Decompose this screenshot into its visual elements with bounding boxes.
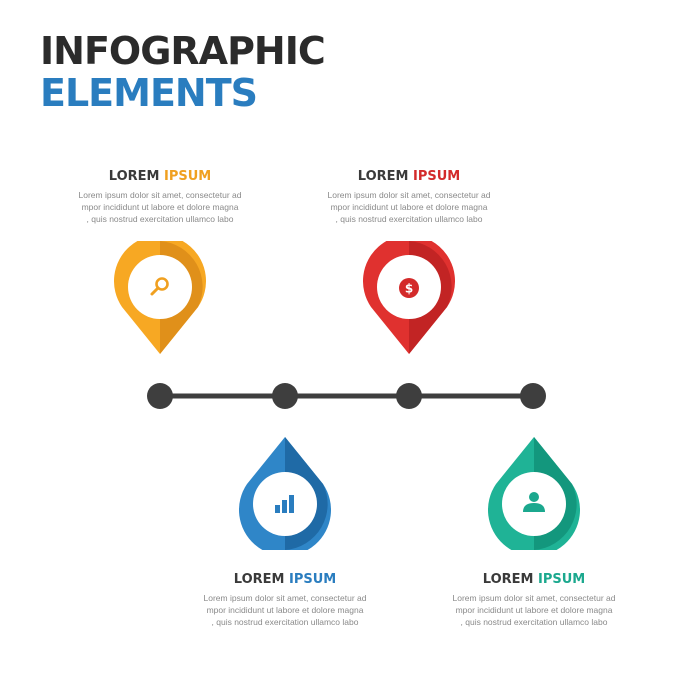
timeline-node-3 <box>396 383 422 409</box>
timeline-node-1 <box>147 383 173 409</box>
item-4-heading-accent: IPSUM <box>538 572 586 587</box>
item-3-body-line-1: Lorem ipsum dolor sit amet, consectetur … <box>203 593 367 603</box>
pin-2: $ <box>363 241 455 354</box>
item-3-heading-accent: IPSUM <box>289 572 337 587</box>
dollar-sign: $ <box>405 282 413 296</box>
timeline-node-4 <box>520 383 546 409</box>
pin-4 <box>488 437 580 550</box>
item-3-body: Lorem ipsum dolor sit amet, consectetur … <box>185 592 385 628</box>
item-4: LOREM IPSUM Lorem ipsum dolor sit amet, … <box>434 572 634 628</box>
item-2-body-line-1: Lorem ipsum dolor sit amet, consectetur … <box>327 190 491 200</box>
item-1-body-line-2: mpor incididunt ut labore et dolore magn… <box>81 202 239 212</box>
item-1: LOREM IPSUM Lorem ipsum dolor sit amet, … <box>60 169 260 225</box>
item-3-heading-dark: LOREM <box>233 572 289 587</box>
item-2-body-line-3: , quis nostrud exercitation ullamco labo <box>335 214 483 224</box>
title-line-2: ELEMENTS <box>40 71 258 115</box>
item-2-heading: LOREM IPSUM <box>309 169 509 185</box>
item-4-body-line-1: Lorem ipsum dolor sit amet, consectetur … <box>452 593 616 603</box>
pin-3 <box>239 437 331 550</box>
magnifier-icon <box>150 277 169 296</box>
item-1-heading: LOREM IPSUM <box>60 169 260 185</box>
item-2-body-line-2: mpor incididunt ut labore et dolore magn… <box>330 202 488 212</box>
item-4-body-line-2: mpor incididunt ut labore et dolore magn… <box>455 605 613 615</box>
bar-chart-icon <box>275 495 294 513</box>
page-title: INFOGRAPHIC ELEMENTS <box>40 29 326 115</box>
user-icon <box>523 492 545 512</box>
item-3-body-line-2: mpor incididunt ut labore et dolore magn… <box>206 605 364 615</box>
item-3-body-line-3: , quis nostrud exercitation ullamco labo <box>211 617 359 627</box>
item-1-body: Lorem ipsum dolor sit amet, consectetur … <box>60 189 260 225</box>
item-4-heading-dark: LOREM <box>482 572 538 587</box>
item-2-body: Lorem ipsum dolor sit amet, consectetur … <box>309 189 509 225</box>
item-3-heading: LOREM IPSUM <box>185 572 385 588</box>
item-1-body-line-1: Lorem ipsum dolor sit amet, consectetur … <box>78 190 242 200</box>
item-1-body-line-3: , quis nostrud exercitation ullamco labo <box>86 214 234 224</box>
dollar-coin-icon: $ <box>399 278 419 298</box>
item-4-body: Lorem ipsum dolor sit amet, consectetur … <box>434 592 634 628</box>
item-2-heading-dark: LOREM <box>357 169 413 184</box>
item-4-heading: LOREM IPSUM <box>434 572 634 588</box>
item-1-heading-accent: IPSUM <box>164 169 212 184</box>
item-2-heading-accent: IPSUM <box>413 169 461 184</box>
timeline-node-2 <box>272 383 298 409</box>
item-1-heading-dark: LOREM <box>108 169 164 184</box>
item-3: LOREM IPSUM Lorem ipsum dolor sit amet, … <box>185 572 385 628</box>
pin-1 <box>114 241 206 354</box>
item-4-body-line-3: , quis nostrud exercitation ullamco labo <box>460 617 608 627</box>
item-2: LOREM IPSUM Lorem ipsum dolor sit amet, … <box>309 169 509 225</box>
title-line-1: INFOGRAPHIC <box>40 29 326 73</box>
